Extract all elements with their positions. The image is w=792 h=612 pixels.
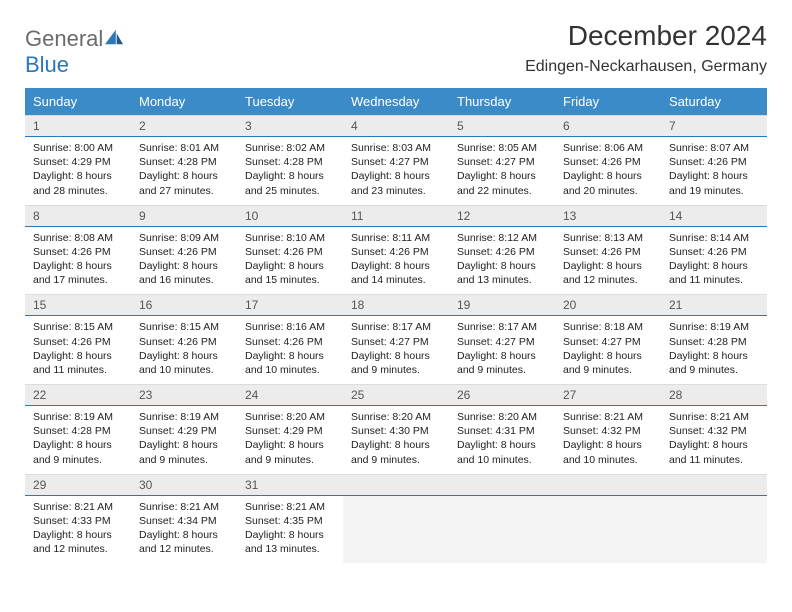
date-number-cell: 28 (661, 385, 767, 406)
data-row: Sunrise: 8:21 AMSunset: 4:33 PMDaylight:… (25, 495, 767, 563)
date-number-cell: 3 (237, 116, 343, 137)
date-number-cell: 10 (237, 205, 343, 226)
day-cell: Sunrise: 8:19 AMSunset: 4:28 PMDaylight:… (661, 316, 767, 385)
date-number-cell: 16 (131, 295, 237, 316)
date-number-cell: 31 (237, 474, 343, 495)
date-number-cell: 4 (343, 116, 449, 137)
day-cell: Sunrise: 8:10 AMSunset: 4:26 PMDaylight:… (237, 226, 343, 295)
date-number-row: 15161718192021 (25, 295, 767, 316)
day-cell: Sunrise: 8:20 AMSunset: 4:31 PMDaylight:… (449, 406, 555, 475)
date-number-cell: 8 (25, 205, 131, 226)
logo-text-blue: Blue (25, 52, 69, 77)
date-number-row: 1234567 (25, 116, 767, 137)
date-number-cell: 6 (555, 116, 661, 137)
day-cell: Sunrise: 8:06 AMSunset: 4:26 PMDaylight:… (555, 137, 661, 206)
date-number-cell (661, 474, 767, 495)
day-cell: Sunrise: 8:16 AMSunset: 4:26 PMDaylight:… (237, 316, 343, 385)
date-number-cell: 17 (237, 295, 343, 316)
date-number-cell: 19 (449, 295, 555, 316)
day-cell: Sunrise: 8:08 AMSunset: 4:26 PMDaylight:… (25, 226, 131, 295)
day-header: Thursday (449, 88, 555, 116)
day-cell: Sunrise: 8:20 AMSunset: 4:30 PMDaylight:… (343, 406, 449, 475)
data-row: Sunrise: 8:19 AMSunset: 4:28 PMDaylight:… (25, 406, 767, 475)
data-row: Sunrise: 8:15 AMSunset: 4:26 PMDaylight:… (25, 316, 767, 385)
location-label: Edingen-Neckarhausen, Germany (525, 58, 767, 76)
day-cell: Sunrise: 8:21 AMSunset: 4:32 PMDaylight:… (661, 406, 767, 475)
date-number-cell: 25 (343, 385, 449, 406)
date-number-row: 891011121314 (25, 205, 767, 226)
date-number-cell (343, 474, 449, 495)
day-cell: Sunrise: 8:11 AMSunset: 4:26 PMDaylight:… (343, 226, 449, 295)
day-cell (555, 495, 661, 563)
day-cell (661, 495, 767, 563)
date-number-cell: 13 (555, 205, 661, 226)
date-number-cell: 11 (343, 205, 449, 226)
date-number-row: 22232425262728 (25, 385, 767, 406)
day-cell: Sunrise: 8:02 AMSunset: 4:28 PMDaylight:… (237, 137, 343, 206)
day-cell: Sunrise: 8:18 AMSunset: 4:27 PMDaylight:… (555, 316, 661, 385)
day-cell: Sunrise: 8:19 AMSunset: 4:28 PMDaylight:… (25, 406, 131, 475)
day-cell: Sunrise: 8:14 AMSunset: 4:26 PMDaylight:… (661, 226, 767, 295)
date-number-cell: 23 (131, 385, 237, 406)
date-number-cell: 24 (237, 385, 343, 406)
day-cell: Sunrise: 8:09 AMSunset: 4:26 PMDaylight:… (131, 226, 237, 295)
day-cell: Sunrise: 8:17 AMSunset: 4:27 PMDaylight:… (449, 316, 555, 385)
day-cell (343, 495, 449, 563)
day-header: Wednesday (343, 88, 449, 116)
day-cell: Sunrise: 8:19 AMSunset: 4:29 PMDaylight:… (131, 406, 237, 475)
date-number-cell: 27 (555, 385, 661, 406)
day-cell: Sunrise: 8:21 AMSunset: 4:35 PMDaylight:… (237, 495, 343, 563)
date-number-cell: 18 (343, 295, 449, 316)
date-number-cell (555, 474, 661, 495)
month-title: December 2024 (525, 20, 767, 52)
header: General Blue December 2024 Edingen-Necka… (25, 20, 767, 78)
day-header: Saturday (661, 88, 767, 116)
date-number-cell: 15 (25, 295, 131, 316)
date-number-cell: 12 (449, 205, 555, 226)
date-number-cell (449, 474, 555, 495)
day-cell: Sunrise: 8:15 AMSunset: 4:26 PMDaylight:… (25, 316, 131, 385)
calendar-page: General Blue December 2024 Edingen-Necka… (0, 0, 792, 583)
day-cell: Sunrise: 8:21 AMSunset: 4:33 PMDaylight:… (25, 495, 131, 563)
day-cell: Sunrise: 8:15 AMSunset: 4:26 PMDaylight:… (131, 316, 237, 385)
day-header: Tuesday (237, 88, 343, 116)
date-number-cell: 7 (661, 116, 767, 137)
brand-logo: General Blue (25, 26, 125, 78)
day-cell: Sunrise: 8:00 AMSunset: 4:29 PMDaylight:… (25, 137, 131, 206)
calendar-table: SundayMondayTuesdayWednesdayThursdayFrid… (25, 88, 767, 563)
date-number-cell: 14 (661, 205, 767, 226)
date-number-cell: 2 (131, 116, 237, 137)
day-cell: Sunrise: 8:03 AMSunset: 4:27 PMDaylight:… (343, 137, 449, 206)
data-row: Sunrise: 8:08 AMSunset: 4:26 PMDaylight:… (25, 226, 767, 295)
date-number-row: 293031 (25, 474, 767, 495)
day-cell: Sunrise: 8:17 AMSunset: 4:27 PMDaylight:… (343, 316, 449, 385)
date-number-cell: 1 (25, 116, 131, 137)
day-header: Sunday (25, 88, 131, 116)
day-cell: Sunrise: 8:01 AMSunset: 4:28 PMDaylight:… (131, 137, 237, 206)
day-cell (449, 495, 555, 563)
day-cell: Sunrise: 8:21 AMSunset: 4:34 PMDaylight:… (131, 495, 237, 563)
date-number-cell: 29 (25, 474, 131, 495)
day-cell: Sunrise: 8:21 AMSunset: 4:32 PMDaylight:… (555, 406, 661, 475)
title-block: December 2024 Edingen-Neckarhausen, Germ… (525, 20, 767, 76)
day-header: Monday (131, 88, 237, 116)
day-cell: Sunrise: 8:05 AMSunset: 4:27 PMDaylight:… (449, 137, 555, 206)
date-number-cell: 5 (449, 116, 555, 137)
day-cell: Sunrise: 8:12 AMSunset: 4:26 PMDaylight:… (449, 226, 555, 295)
date-number-cell: 26 (449, 385, 555, 406)
data-row: Sunrise: 8:00 AMSunset: 4:29 PMDaylight:… (25, 137, 767, 206)
date-number-cell: 22 (25, 385, 131, 406)
date-number-cell: 9 (131, 205, 237, 226)
date-number-cell: 20 (555, 295, 661, 316)
day-cell: Sunrise: 8:13 AMSunset: 4:26 PMDaylight:… (555, 226, 661, 295)
day-cell: Sunrise: 8:07 AMSunset: 4:26 PMDaylight:… (661, 137, 767, 206)
logo-text-general: General (25, 26, 103, 51)
day-header-row: SundayMondayTuesdayWednesdayThursdayFrid… (25, 88, 767, 116)
date-number-cell: 21 (661, 295, 767, 316)
date-number-cell: 30 (131, 474, 237, 495)
sail-icon (103, 28, 125, 46)
logo-text-wrap: General Blue (25, 26, 125, 78)
day-cell: Sunrise: 8:20 AMSunset: 4:29 PMDaylight:… (237, 406, 343, 475)
day-header: Friday (555, 88, 661, 116)
